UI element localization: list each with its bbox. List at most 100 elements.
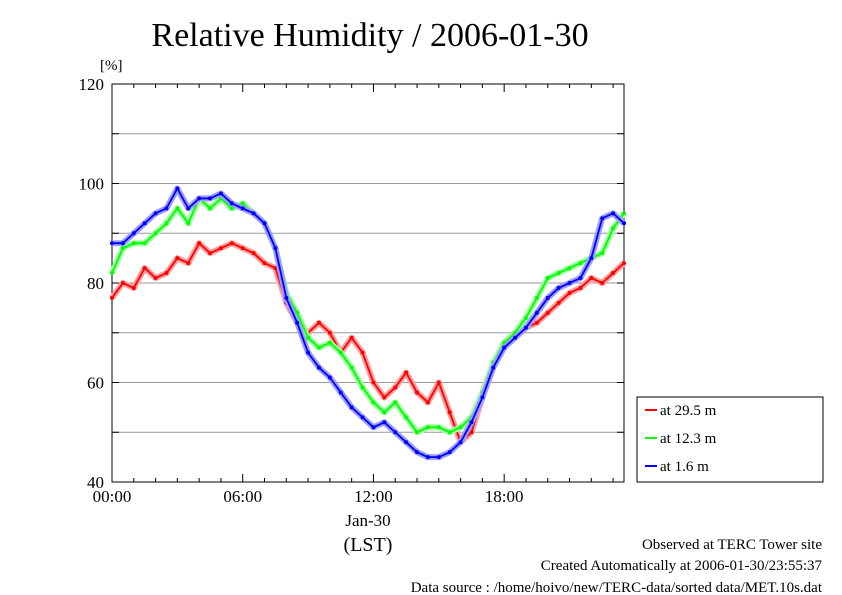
data-point bbox=[186, 221, 191, 226]
x-tick-label: 12:00 bbox=[354, 487, 393, 506]
data-point bbox=[229, 241, 234, 246]
data-point bbox=[164, 221, 169, 226]
y-axis-ticks: 40 60 80 100 120 bbox=[79, 75, 624, 492]
chart-title: Relative Humidity / 2006-01-30 bbox=[151, 17, 588, 54]
data-point bbox=[567, 266, 572, 271]
data-point bbox=[567, 281, 572, 285]
data-point bbox=[458, 425, 463, 430]
y-tick-label: 120 bbox=[79, 75, 105, 94]
data-point bbox=[534, 320, 539, 325]
legend-box bbox=[636, 396, 824, 483]
data-point bbox=[240, 206, 245, 211]
data-point bbox=[316, 345, 321, 350]
data-point bbox=[611, 271, 616, 276]
data-point bbox=[622, 261, 626, 266]
data-point bbox=[251, 211, 256, 216]
y-tick-label: 60 bbox=[87, 374, 104, 393]
data-point bbox=[436, 455, 441, 460]
data-point bbox=[197, 241, 202, 246]
x-tick-label: 18:00 bbox=[485, 487, 524, 506]
data-point bbox=[110, 271, 114, 276]
series-halo bbox=[109, 240, 627, 446]
legend-label-29-5m: at 29.5 m bbox=[660, 403, 717, 419]
data-point bbox=[273, 246, 278, 251]
data-point bbox=[589, 256, 594, 261]
data-point bbox=[567, 290, 572, 295]
series-halo bbox=[112, 185, 627, 461]
data-point bbox=[545, 310, 550, 315]
data-point bbox=[229, 206, 234, 211]
data-point bbox=[513, 335, 518, 340]
data-point bbox=[447, 410, 452, 415]
data-point bbox=[404, 440, 409, 445]
data-point bbox=[545, 295, 550, 300]
series-line bbox=[112, 187, 625, 459]
data-point bbox=[349, 405, 354, 410]
data-point bbox=[578, 276, 583, 281]
y-axis-unit: [%] bbox=[100, 58, 123, 74]
data-point bbox=[240, 246, 245, 251]
data-point bbox=[306, 350, 311, 355]
data-point bbox=[360, 350, 365, 355]
data-point bbox=[120, 246, 125, 251]
data-point bbox=[415, 450, 420, 455]
data-point bbox=[447, 450, 452, 455]
data-point bbox=[469, 420, 474, 425]
data-point bbox=[469, 430, 474, 435]
data-point bbox=[120, 281, 125, 285]
data-point bbox=[404, 415, 409, 420]
data-point bbox=[164, 206, 169, 211]
data-point bbox=[208, 206, 213, 211]
data-point bbox=[142, 266, 147, 271]
x-axis-date: Jan-30 bbox=[345, 511, 390, 530]
data-point bbox=[175, 206, 180, 211]
legend: at 29.5 m at 12.3 m at 1.6 m bbox=[636, 396, 824, 483]
data-point bbox=[425, 400, 430, 405]
data-point bbox=[273, 266, 278, 271]
data-point bbox=[153, 276, 158, 281]
data-point bbox=[556, 300, 561, 305]
footer-observed: Observed at TERC Tower site bbox=[642, 537, 822, 553]
data-point bbox=[218, 246, 223, 251]
data-point bbox=[284, 295, 289, 300]
data-point bbox=[611, 211, 616, 216]
footer-created: Created Automatically at 2006-01-30/23:5… bbox=[541, 558, 823, 574]
y-tick-label: 100 bbox=[79, 175, 105, 194]
data-point bbox=[262, 261, 267, 266]
data-point bbox=[534, 295, 539, 300]
data-point bbox=[120, 241, 125, 246]
data-point bbox=[349, 335, 354, 340]
data-point bbox=[262, 221, 267, 226]
data-point bbox=[436, 380, 441, 385]
data-point bbox=[382, 420, 387, 425]
data-point bbox=[382, 395, 387, 400]
data-point bbox=[186, 206, 191, 211]
data-point bbox=[404, 370, 409, 375]
legend-label-12-3m: at 12.3 m bbox=[660, 431, 717, 447]
data-point bbox=[425, 425, 430, 430]
legend-label-1-6m: at 1.6 m bbox=[660, 459, 709, 475]
y-tick-label: 80 bbox=[87, 274, 104, 293]
data-point bbox=[622, 221, 626, 226]
x-tick-label: 00:00 bbox=[93, 487, 132, 506]
data-point bbox=[393, 430, 398, 435]
data-point bbox=[436, 425, 441, 430]
data-point bbox=[142, 241, 147, 246]
data-point bbox=[534, 310, 539, 315]
data-point bbox=[251, 251, 256, 256]
data-point bbox=[338, 390, 343, 395]
data-point bbox=[502, 345, 507, 350]
x-axis-label: (LST) bbox=[344, 534, 393, 556]
x-tick-label: 06:00 bbox=[223, 487, 262, 506]
data-point bbox=[208, 251, 213, 256]
data-point bbox=[491, 365, 496, 370]
data-point bbox=[316, 365, 321, 370]
data-point bbox=[393, 400, 398, 405]
data-point bbox=[545, 276, 550, 281]
data-point bbox=[229, 201, 234, 206]
data-point bbox=[110, 241, 114, 246]
data-point bbox=[175, 256, 180, 261]
data-point bbox=[153, 211, 158, 216]
data-point bbox=[175, 186, 180, 191]
data-point bbox=[110, 295, 114, 300]
